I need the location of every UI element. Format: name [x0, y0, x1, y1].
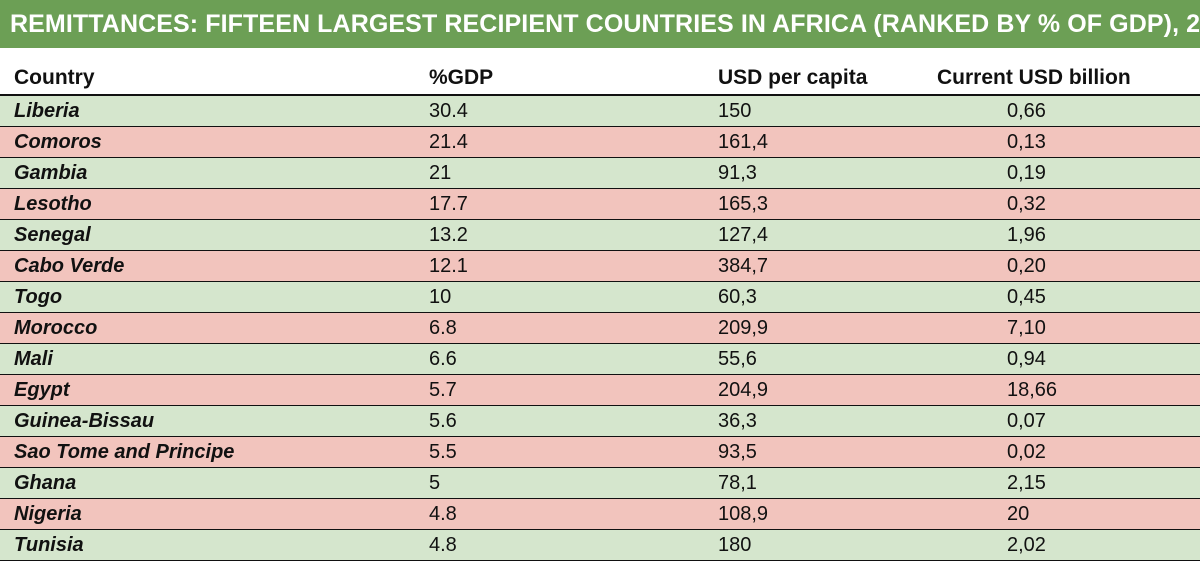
cell-usd-per-capita: 91,3: [718, 162, 757, 184]
cell-current-usd-billion: 0,13: [1007, 131, 1046, 153]
cell-country: Cabo Verde: [14, 255, 125, 277]
table-row: Senegal 13.2 127,4 1,96: [0, 220, 1200, 251]
cell-usd-per-capita: 127,4: [718, 224, 769, 246]
cell-current-usd-billion: 0,66: [1007, 100, 1046, 122]
cell-current-usd-billion: 1,96: [1007, 224, 1046, 246]
cell-country: Togo: [14, 286, 63, 308]
header-country: Country: [14, 66, 95, 89]
remittances-table: Country %GDP USD per capita Current USD …: [0, 60, 1200, 561]
cell-usd-per-capita: 78,1: [718, 472, 757, 494]
cell-current-usd-billion: 0,94: [1007, 348, 1046, 370]
cell-gdp: 4.8: [429, 503, 457, 525]
cell-current-usd-billion: 0,19: [1007, 162, 1046, 184]
table-row: Cabo Verde 12.1 384,7 0,20: [0, 251, 1200, 282]
cell-gdp: 30.4: [429, 100, 468, 122]
cell-country: Nigeria: [14, 503, 82, 525]
cell-current-usd-billion: 0,45: [1007, 286, 1046, 308]
cell-gdp: 6.8: [429, 317, 457, 339]
cell-gdp: 21.4: [429, 131, 468, 153]
cell-gdp: 4.8: [429, 534, 457, 556]
cell-country: Sao Tome and Principe: [14, 441, 235, 463]
cell-usd-per-capita: 55,6: [718, 348, 757, 370]
table-row: Nigeria 4.8 108,9 20: [0, 499, 1200, 530]
table-title: REMITTANCES: FIFTEEN LARGEST RECIPIENT C…: [10, 10, 1200, 38]
cell-gdp: 21: [429, 162, 452, 184]
cell-current-usd-billion: 2,15: [1007, 472, 1046, 494]
table-row: Egypt 5.7 204,9 18,66: [0, 375, 1200, 406]
cell-country: Egypt: [14, 379, 70, 401]
cell-country: Comoros: [14, 131, 102, 153]
table-title-banner: REMITTANCES: FIFTEEN LARGEST RECIPIENT C…: [0, 0, 1200, 48]
table-row: Morocco 6.8 209,9 7,10: [0, 313, 1200, 344]
cell-gdp: 5.6: [429, 410, 457, 432]
cell-gdp: 5.7: [429, 379, 457, 401]
cell-usd-per-capita: 93,5: [718, 441, 757, 463]
cell-country: Ghana: [14, 472, 77, 494]
cell-current-usd-billion: 2,02: [1007, 534, 1046, 556]
cell-current-usd-billion: 18,66: [1007, 379, 1058, 401]
header-current-usd-billion: Current USD billion: [937, 66, 1131, 89]
cell-usd-per-capita: 204,9: [718, 379, 769, 401]
cell-usd-per-capita: 150: [718, 100, 752, 122]
cell-country: Mali: [14, 348, 53, 370]
header-divider: [0, 94, 1200, 96]
cell-usd-per-capita: 209,9: [718, 317, 769, 339]
cell-usd-per-capita: 36,3: [718, 410, 757, 432]
table-row: Gambia 21 91,3 0,19: [0, 158, 1200, 189]
cell-current-usd-billion: 0,07: [1007, 410, 1046, 432]
cell-country: Gambia: [14, 162, 88, 184]
cell-gdp: 17.7: [429, 193, 468, 215]
table-row: Comoros 21.4 161,4 0,13: [0, 127, 1200, 158]
cell-gdp: 12.1: [429, 255, 468, 277]
header-gdp: %GDP: [429, 66, 494, 89]
table-row: Togo 10 60,3 0,45: [0, 282, 1200, 313]
table-row: Guinea-Bissau 5.6 36,3 0,07: [0, 406, 1200, 437]
cell-current-usd-billion: 0,32: [1007, 193, 1046, 215]
cell-usd-per-capita: 60,3: [718, 286, 757, 308]
cell-usd-per-capita: 161,4: [718, 131, 769, 153]
table-row: Tunisia 4.8 180 2,02: [0, 530, 1200, 561]
cell-gdp: 5: [429, 472, 441, 494]
cell-country: Tunisia: [14, 534, 84, 556]
cell-current-usd-billion: 0,02: [1007, 441, 1046, 463]
cell-country: Liberia: [14, 100, 80, 122]
cell-usd-per-capita: 384,7: [718, 255, 769, 277]
table-row: Mali 6.6 55,6 0,94: [0, 344, 1200, 375]
cell-gdp: 13.2: [429, 224, 468, 246]
cell-gdp: 5.5: [429, 441, 457, 463]
header-usd-per-capita: USD per capita: [718, 66, 868, 89]
cell-country: Senegal: [14, 224, 91, 246]
table-row: Liberia 30.4 150 0,66: [0, 96, 1200, 127]
table-row: Lesotho 17.7 165,3 0,32: [0, 189, 1200, 220]
cell-usd-per-capita: 108,9: [718, 503, 769, 525]
cell-gdp: 10: [429, 286, 452, 308]
cell-current-usd-billion: 0,20: [1007, 255, 1046, 277]
cell-current-usd-billion: 20: [1007, 503, 1030, 525]
table-header-row: Country %GDP USD per capita Current USD …: [0, 60, 1200, 96]
table-row: Sao Tome and Principe 5.5 93,5 0,02: [0, 437, 1200, 468]
cell-country: Guinea-Bissau: [14, 410, 155, 432]
table-row: Ghana 5 78,1 2,15: [0, 468, 1200, 499]
cell-gdp: 6.6: [429, 348, 457, 370]
cell-usd-per-capita: 165,3: [718, 193, 769, 215]
cell-current-usd-billion: 7,10: [1007, 317, 1046, 339]
cell-usd-per-capita: 180: [718, 534, 752, 556]
cell-country: Morocco: [14, 317, 98, 339]
cell-country: Lesotho: [14, 193, 92, 215]
